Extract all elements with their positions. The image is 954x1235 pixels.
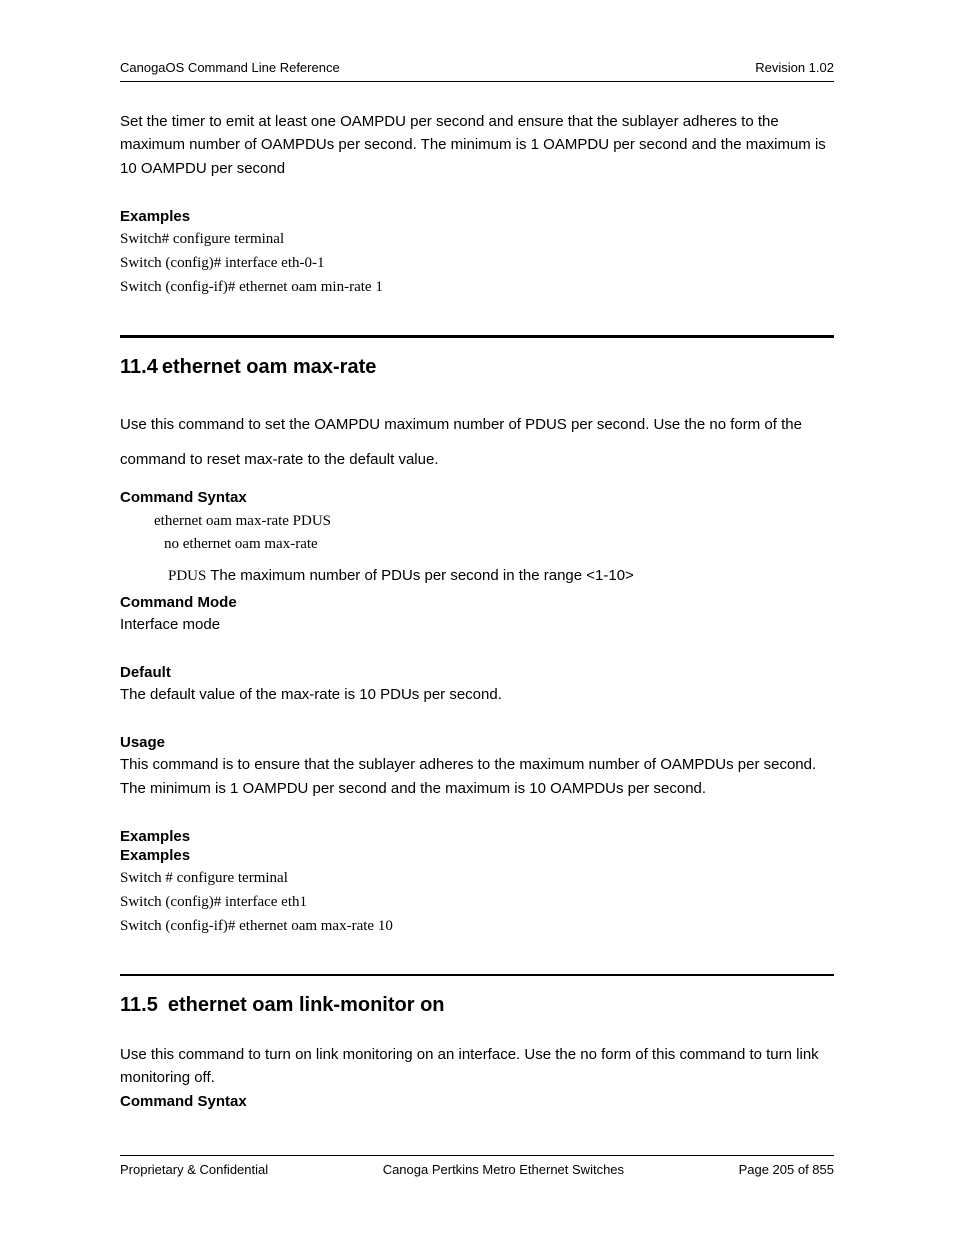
example-line: Switch# configure terminal: [120, 227, 834, 251]
section-desc: Use this command to turn on link monitor…: [120, 1043, 834, 1090]
command-mode-label: Command Mode: [120, 594, 834, 611]
section-title: ethernet oam max-rate: [162, 356, 377, 378]
param-name: PDUS: [168, 568, 206, 584]
example-line: Switch (config)# interface eth-0-1: [120, 251, 834, 275]
section-heading-11-5: 11.5 ethernet oam link-monitor on: [120, 994, 834, 1017]
header-right: Revision 1.02: [755, 60, 834, 75]
example-line: Switch (config-if)# ethernet oam min-rat…: [120, 275, 834, 299]
section-title: ethernet oam link-monitor on: [168, 994, 445, 1016]
section-divider: [120, 974, 834, 976]
examples-label: Examples: [120, 847, 834, 864]
example-line: Switch (config-if)# ethernet oam max-rat…: [120, 914, 834, 938]
param-desc: The maximum number of PDUs per second in…: [206, 567, 633, 584]
section-divider: [120, 335, 834, 338]
examples-label: Examples: [120, 208, 834, 225]
syntax-line: ethernet oam max-rate PDUS: [154, 510, 834, 533]
command-syntax-label: Command Syntax: [120, 1093, 834, 1110]
header-left: CanogaOS Command Line Reference: [120, 60, 340, 75]
example-line: Switch (config)# interface eth1: [120, 890, 834, 914]
usage-value: This command is to ensure that the subla…: [120, 753, 834, 800]
syntax-line: no ethernet oam max-rate: [164, 533, 834, 556]
footer-right: Page 205 of 855: [739, 1162, 834, 1177]
default-label: Default: [120, 664, 834, 681]
examples-label: Examples: [120, 828, 834, 845]
footer-center: Canoga Pertkins Metro Ethernet Switches: [383, 1162, 624, 1177]
syntax-block: ethernet oam max-rate PDUS no ethernet o…: [154, 510, 834, 555]
intro-paragraph: Set the timer to emit at least one OAMPD…: [120, 110, 834, 180]
section-desc: command to reset max-rate to the default…: [120, 448, 834, 471]
example-line: Switch # configure terminal: [120, 866, 834, 890]
section-number: 11.4: [120, 356, 158, 378]
footer-left: Proprietary & Confidential: [120, 1162, 268, 1177]
command-syntax-label: Command Syntax: [120, 489, 834, 506]
section-number: 11.5: [120, 994, 158, 1016]
document-page: CanogaOS Command Line Reference Revision…: [0, 0, 954, 1235]
usage-label: Usage: [120, 734, 834, 751]
section-desc: Use this command to set the OAMPDU maxim…: [120, 413, 834, 436]
page-footer: Proprietary & Confidential Canoga Pertki…: [120, 1155, 834, 1177]
page-header: CanogaOS Command Line Reference Revision…: [120, 60, 834, 82]
command-mode-value: Interface mode: [120, 613, 834, 636]
section-heading-11-4: 11.4ethernet oam max-rate: [120, 356, 834, 379]
default-value: The default value of the max-rate is 10 …: [120, 683, 834, 706]
param-line: PDUS The maximum number of PDUs per seco…: [168, 565, 834, 588]
